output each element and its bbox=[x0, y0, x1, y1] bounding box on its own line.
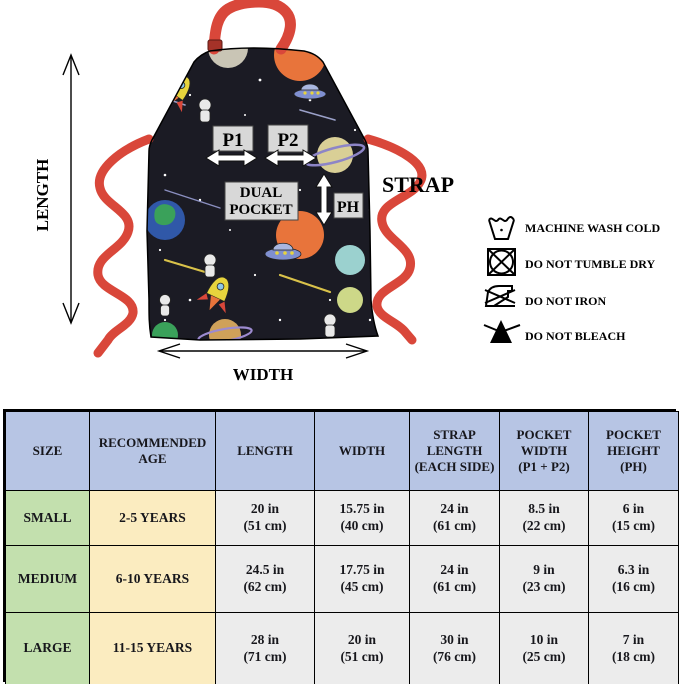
svg-text:MACHINE WASH COLD: MACHINE WASH COLD bbox=[525, 221, 660, 235]
svg-text:DO NOT TUMBLE DRY: DO NOT TUMBLE DRY bbox=[525, 257, 655, 271]
svg-text:DO NOT BLEACH: DO NOT BLEACH bbox=[525, 329, 626, 343]
svg-text:DO NOT IRON: DO NOT IRON bbox=[525, 294, 606, 308]
